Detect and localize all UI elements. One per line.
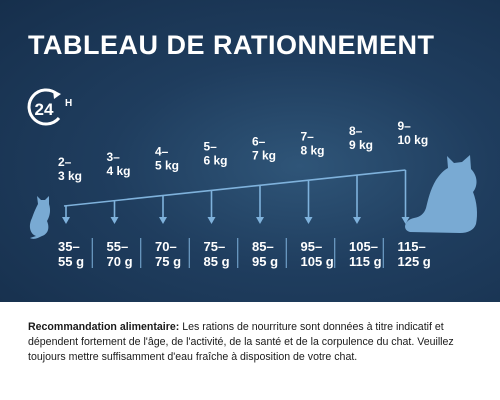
large-cat-icon [405,155,477,233]
weight-arrow-head [207,217,216,224]
ration-label-unit: 55 g [58,254,84,269]
weight-label-range: 9– [398,119,412,133]
weight-label-range: 7– [301,129,315,143]
ration-label-range: 35– [58,239,80,254]
ration-label-range: 95– [301,239,323,254]
badge-number: 24 [35,100,54,119]
weight-label-unit: 4 kg [107,164,131,178]
ration-label-unit: 105 g [301,254,334,269]
ration-label-range: 75– [204,239,226,254]
ration-label-unit: 95 g [252,254,278,269]
weight-label-unit: 8 kg [301,143,325,157]
weight-arrow-head [304,217,313,224]
badge-unit: H [65,98,72,109]
recommendation-label: Recommandation alimentaire: [28,321,180,333]
recommendation-text: Les rations de nourriture sont données à… [28,321,454,363]
small-cat-icon [29,196,51,239]
weight-arrow-head [401,217,410,224]
weight-arrow-head [256,217,264,224]
blue-panel [0,0,500,302]
weight-arrow-head [110,217,119,224]
weight-arrow-head [353,217,361,224]
footer-panel [0,302,500,400]
ration-label-unit: 85 g [204,254,230,269]
slope-line [63,169,406,207]
page-title: TABLEAU DE RATIONNEMENT [28,30,435,60]
ration-label-range: 115– [398,239,426,254]
recommendation-note: Recommandation alimentaire: Les rations … [28,320,474,365]
weight-label-unit: 7 kg [252,148,276,162]
ration-label-unit: 75 g [155,254,181,269]
weight-label-range: 4– [155,145,169,159]
weight-label-unit: 5 kg [155,159,179,173]
ration-label-range: 70– [155,239,177,254]
weight-arrow-head [159,217,167,224]
weight-label-unit: 9 kg [349,138,373,152]
ration-label-unit: 115 g [349,254,382,269]
24h-clock-icon: 24 H [27,88,72,126]
ration-label-range: 55– [107,239,129,254]
weight-label-unit: 3 kg [58,169,82,183]
weight-label-range: 2– [58,155,72,169]
weight-label-range: 3– [107,150,121,164]
weight-label-unit: 10 kg [398,133,429,147]
weight-label-range: 8– [349,124,363,138]
ration-diagram: 2–3 kg 3–4 kg 4–5 kg 5–6 kg 6–7 kg 7–8 kg 8–9 … [29,119,477,269]
weight-label-unit: 6 kg [204,154,228,168]
weight-arrow-head [62,217,70,224]
weight-label-range: 5– [204,140,218,154]
ration-label-unit: 70 g [107,254,133,269]
ration-label-range: 105– [349,239,378,254]
ration-label-range: 85– [252,239,274,254]
weight-label-range: 6– [252,134,266,148]
ration-label-unit: 125 g [398,254,431,269]
